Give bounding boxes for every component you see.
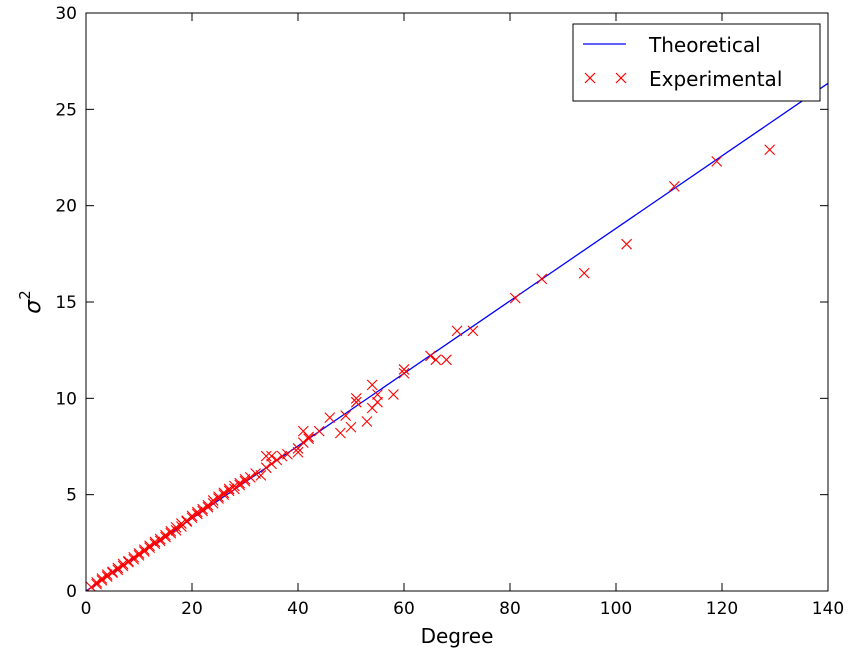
legend-label-theoretical: Theoretical: [648, 33, 761, 57]
y-axis-label-base: σ: [21, 299, 46, 314]
y-tick-label: 20: [55, 197, 77, 217]
y-axis-label-exponent: 2: [16, 290, 34, 300]
x-tick-label: 120: [706, 599, 738, 619]
experimental-point: [764, 144, 776, 156]
experimental-point: [398, 367, 410, 379]
experimental-point: [239, 475, 251, 487]
experimental-point: [425, 350, 436, 362]
y-tick-label: 15: [55, 293, 77, 313]
x-tick-label: 40: [287, 599, 309, 619]
experimental-point: [313, 425, 325, 437]
x-tick-label: 0: [81, 599, 92, 619]
experimental-point: [621, 238, 632, 250]
legend-box: [572, 23, 821, 102]
experimental-point: [345, 421, 357, 433]
experimental-point: [350, 392, 362, 404]
legend-marker-x-2: [615, 72, 627, 84]
x-tick-label: 80: [499, 599, 521, 619]
y-tick-label: 5: [66, 486, 77, 506]
y-tick-label: 30: [55, 4, 77, 24]
experimental-point: [282, 448, 293, 460]
experimental-point: [271, 454, 283, 466]
experimental-point: [260, 450, 272, 462]
experimental-point: [292, 446, 304, 458]
x-axis-label: Degree: [421, 624, 494, 648]
experimental-point: [711, 155, 723, 167]
legend: Theoretical Experimental: [572, 23, 821, 102]
experimental-point: [366, 379, 378, 391]
experimental-point: [260, 462, 272, 474]
y-tick-label: 10: [55, 389, 77, 409]
x-tick-label: 100: [600, 599, 632, 619]
experimental-point: [536, 273, 548, 285]
experimental-point: [266, 458, 277, 470]
experimental-point: [451, 325, 463, 337]
experimental-point: [509, 292, 521, 304]
y-tick-label: 25: [55, 100, 77, 120]
experimental-point: [430, 354, 442, 366]
experimental-point: [170, 524, 182, 536]
tick-labels: 0 20 40 60 80 100 120 140 0 5 10 15 20 25 30: [55, 4, 844, 619]
y-tick-label: 0: [66, 582, 77, 602]
experimental-point: [303, 431, 314, 443]
experimental-point: [340, 410, 352, 422]
x-tick-label: 60: [393, 599, 415, 619]
x-tick-label: 20: [181, 599, 203, 619]
experimental-point: [668, 181, 680, 192]
experimental-point: [398, 364, 410, 375]
experimental-point: [361, 416, 373, 427]
experimental-point: [372, 396, 383, 408]
experimental-point: [388, 389, 399, 400]
x-tick-label: 140: [812, 599, 844, 619]
tick-marks: [85, 12, 829, 592]
experimental-point: [255, 470, 267, 481]
experimental-point: [303, 433, 314, 445]
legend-marker-x-1: [584, 72, 596, 84]
plot-area: [86, 82, 828, 591]
theoretical-line: [86, 82, 828, 591]
experimental-point: [350, 396, 362, 408]
experimental-point: [467, 325, 479, 337]
experimental-point: [441, 354, 452, 366]
experimental-point: [202, 501, 214, 513]
y-axis-label: σ2: [16, 290, 46, 314]
experimental-point: [372, 389, 383, 400]
experimental-point: [578, 267, 590, 279]
experimental-point: [266, 450, 277, 462]
experimental-point: [335, 427, 346, 439]
experimental-point: [244, 471, 256, 483]
legend-label-experimental: Experimental: [649, 67, 782, 91]
svg-text:σ2: σ2: [16, 290, 46, 314]
experimental-point: [324, 412, 336, 423]
experimental-point: [223, 483, 235, 495]
